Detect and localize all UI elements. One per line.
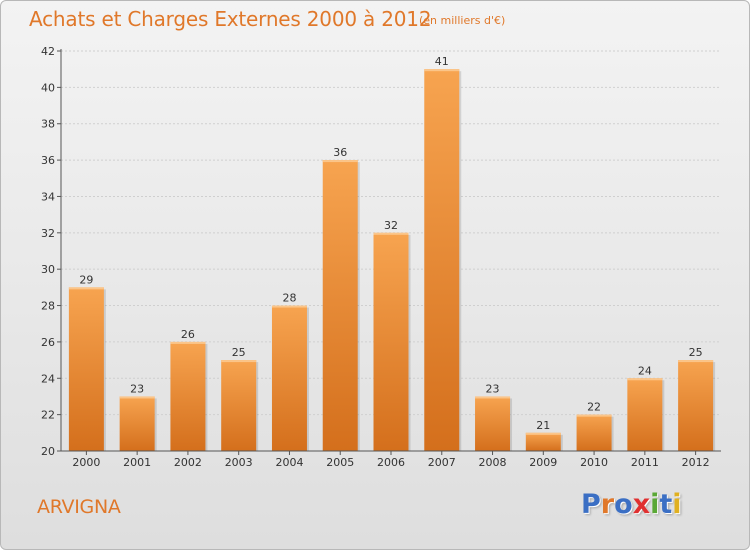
bar-highlight [119,396,155,399]
y-tick-label: 36 [41,154,55,167]
y-tick-label: 24 [41,372,55,385]
bars [68,69,716,451]
bar-highlight [627,378,663,381]
data-label: 29 [79,273,93,286]
y-tick-label: 40 [41,81,55,94]
bar-2002 [170,341,206,451]
town-name: ARVIGNA [37,496,121,518]
chart-unit: (en milliers d'€) [419,14,506,27]
bar-highlight [322,160,358,163]
proxiti-logo[interactable]: Proxiti [581,489,682,520]
bar-highlight [678,360,714,363]
y-tick-label: 32 [41,227,55,240]
bar-2007 [424,69,460,451]
x-tick-label: 2008 [479,456,507,469]
data-label: 41 [435,55,449,68]
x-tick-label: 2006 [377,456,405,469]
x-tick-label: 2005 [326,456,354,469]
bar-2000 [68,287,104,451]
x-tick-label: 2003 [225,456,253,469]
bar-2001 [119,396,155,451]
bar-highlight [373,232,409,235]
x-tick-label: 2010 [580,456,608,469]
data-label: 23 [486,382,500,395]
y-tick-label: 20 [41,445,55,458]
bar-2009 [525,432,561,451]
bar-2003 [221,360,257,451]
bar-2006 [373,232,409,451]
data-label: 25 [232,346,246,359]
data-label: 26 [181,328,195,341]
y-tick-label: 26 [41,336,55,349]
bar-2008 [475,396,511,451]
chart-title: Achats et Charges Externes 2000 à 2012 [29,7,432,31]
data-label: 21 [536,419,550,432]
bar-highlight [221,360,257,363]
data-label: 22 [587,401,601,414]
bar-highlight [475,396,511,399]
logo-letter: x [632,489,651,520]
data-label: 36 [333,146,347,159]
data-label: 28 [282,292,296,305]
y-tick-label: 38 [41,118,55,131]
bar-2011 [627,378,663,451]
data-labels: 29 23 26 25 28 36 32 41 23 21 22 24 25 [79,55,702,432]
y-tick-label: 22 [41,409,55,422]
data-label: 23 [130,382,144,395]
bar-highlight [525,432,561,435]
bar-highlight [68,287,104,290]
bar-2012 [678,360,714,451]
bar-highlight [271,305,307,308]
y-tick-label: 34 [41,190,55,203]
logo-letter: i [672,489,682,520]
bar-2010 [576,414,612,451]
logo-letter: r [600,489,615,520]
x-tick-label: 2009 [529,456,557,469]
logo-letter: t [659,489,673,520]
bar-highlight [576,414,612,417]
bar-highlight [170,341,206,344]
x-tick-label: 2002 [174,456,202,469]
bar-highlight [424,69,460,72]
y-tick-label: 42 [41,45,55,58]
data-label: 24 [638,364,652,377]
data-label: 32 [384,219,398,232]
x-tick-label: 2004 [275,456,303,469]
y-tick-label: 30 [41,263,55,276]
bar-2004 [271,305,307,451]
axes: 20 22 24 26 28 30 32 34 36 38 40 42 2000 2001 2002 2003… [41,45,721,469]
x-tick-label: 2012 [682,456,710,469]
logo-letter: P [581,489,601,520]
data-label: 25 [689,346,703,359]
x-tick-label: 2011 [631,456,659,469]
logo-letter: i [650,489,660,520]
logo-letter: o [614,489,633,520]
x-tick-label: 2000 [72,456,100,469]
bar-2005 [322,160,358,451]
x-tick-label: 2001 [123,456,151,469]
y-tick-label: 28 [41,300,55,313]
x-tick-label: 2007 [428,456,456,469]
